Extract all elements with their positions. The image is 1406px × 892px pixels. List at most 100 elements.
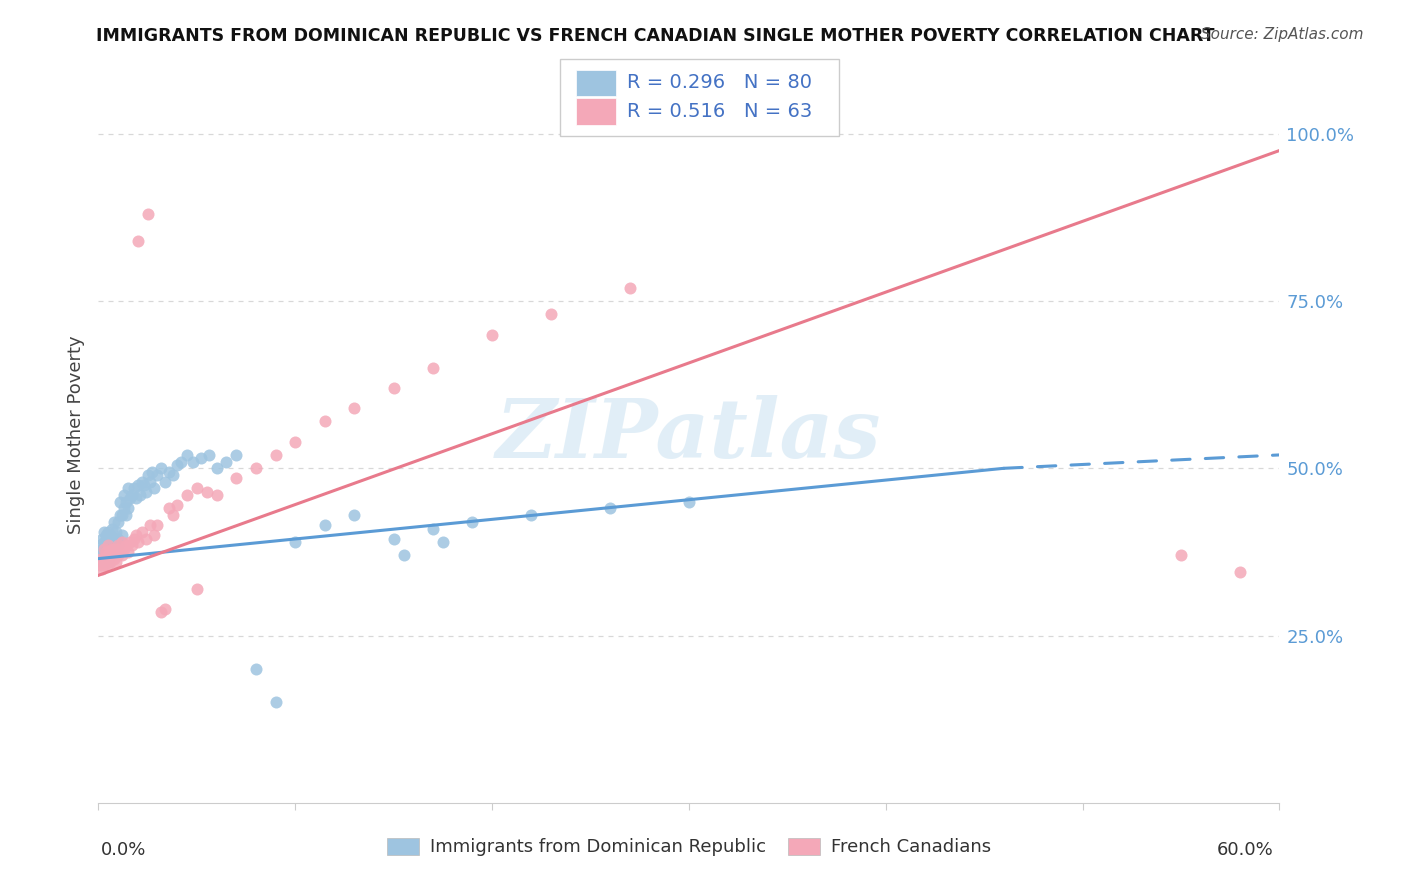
Point xyxy=(93,534,115,549)
Point xyxy=(108,508,131,522)
Point xyxy=(103,532,125,546)
Point xyxy=(115,508,138,522)
Text: 60.0%: 60.0% xyxy=(1218,841,1274,859)
Point xyxy=(89,538,111,552)
Point xyxy=(97,545,120,559)
Point xyxy=(117,481,139,495)
Point xyxy=(97,558,120,573)
Point xyxy=(382,532,405,546)
Point xyxy=(97,555,120,569)
Text: ZIPatlas: ZIPatlas xyxy=(496,395,882,475)
Point xyxy=(343,508,366,522)
Point xyxy=(264,696,287,710)
Point xyxy=(422,360,444,375)
Point xyxy=(157,501,180,516)
Point xyxy=(97,524,120,539)
Point xyxy=(101,545,124,559)
Point xyxy=(117,545,139,559)
Point xyxy=(91,532,114,546)
Point xyxy=(111,508,134,522)
Point xyxy=(170,454,193,469)
Point xyxy=(1170,548,1192,563)
Point xyxy=(146,467,169,482)
Point xyxy=(197,448,219,462)
Point xyxy=(118,491,141,506)
Point xyxy=(176,448,198,462)
Point xyxy=(107,538,129,552)
Point xyxy=(157,465,180,479)
Point xyxy=(98,538,121,552)
Point xyxy=(314,414,336,428)
Point xyxy=(101,551,124,566)
Point xyxy=(422,521,444,535)
Point xyxy=(98,528,121,542)
Point xyxy=(195,484,218,499)
Point xyxy=(103,551,125,566)
Y-axis label: Single Mother Poverty: Single Mother Poverty xyxy=(66,335,84,534)
Point xyxy=(101,541,124,556)
Point xyxy=(107,515,129,529)
Point xyxy=(121,538,143,552)
Point xyxy=(245,662,267,676)
Point xyxy=(142,481,165,495)
Point xyxy=(112,541,135,556)
Point xyxy=(284,534,307,549)
Point xyxy=(136,467,159,482)
Point xyxy=(111,534,134,549)
Point xyxy=(520,508,543,522)
Point xyxy=(481,327,503,342)
Point xyxy=(190,451,212,466)
Point xyxy=(103,545,125,559)
Point xyxy=(127,234,149,248)
Point xyxy=(91,562,114,576)
Point xyxy=(131,524,153,539)
Point xyxy=(343,401,366,416)
Point xyxy=(205,461,228,475)
Point xyxy=(93,558,115,573)
Point xyxy=(121,488,143,502)
Point xyxy=(115,494,138,508)
Point xyxy=(619,280,641,294)
Point xyxy=(107,532,129,546)
Point xyxy=(96,548,118,563)
Legend: Immigrants from Dominican Republic, French Canadians: Immigrants from Dominican Republic, Fren… xyxy=(380,830,998,863)
Point xyxy=(112,488,135,502)
Point xyxy=(215,454,238,469)
Point xyxy=(103,515,125,529)
Point xyxy=(97,548,120,563)
Point xyxy=(96,538,118,552)
Point xyxy=(127,478,149,492)
Point xyxy=(176,488,198,502)
Point xyxy=(89,551,111,566)
Point xyxy=(155,602,177,616)
Point xyxy=(392,548,415,563)
Point xyxy=(432,534,454,549)
Point xyxy=(107,548,129,563)
Point xyxy=(132,478,155,492)
Point xyxy=(138,475,160,489)
Point xyxy=(540,307,562,321)
Point xyxy=(98,555,121,569)
Point xyxy=(105,538,128,552)
Point xyxy=(166,458,188,472)
Point xyxy=(162,508,184,522)
Point xyxy=(1229,565,1251,579)
Point xyxy=(91,555,114,569)
Point xyxy=(97,538,120,552)
Point xyxy=(166,498,188,512)
Point xyxy=(141,465,163,479)
Point xyxy=(382,381,405,395)
Text: R = 0.516   N = 63: R = 0.516 N = 63 xyxy=(627,102,813,121)
Point xyxy=(115,538,138,552)
Point xyxy=(89,548,111,563)
Point xyxy=(111,548,134,563)
Point xyxy=(181,454,204,469)
Point xyxy=(284,434,307,449)
Point xyxy=(138,518,160,533)
Point xyxy=(314,518,336,533)
Text: IMMIGRANTS FROM DOMINICAN REPUBLIC VS FRENCH CANADIAN SINGLE MOTHER POVERTY CORR: IMMIGRANTS FROM DOMINICAN REPUBLIC VS FR… xyxy=(96,27,1215,45)
Point xyxy=(136,207,159,221)
Point xyxy=(127,534,149,549)
Point xyxy=(96,528,118,542)
Point xyxy=(107,538,129,552)
